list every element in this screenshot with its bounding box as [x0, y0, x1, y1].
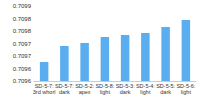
- svg-text:0.7099: 0.7099: [13, 3, 32, 9]
- svg-text:3rd whorl: 3rd whorl: [33, 89, 56, 95]
- svg-text:dark: dark: [160, 89, 171, 95]
- svg-text:SD-5-3:: SD-5-3:: [115, 83, 135, 89]
- svg-text:apex: apex: [79, 89, 91, 95]
- svg-text:SD-5-6:: SD-5-6:: [176, 83, 196, 89]
- svg-text:SD-5-7:: SD-5-7:: [34, 83, 54, 89]
- svg-text:light: light: [140, 89, 151, 95]
- svg-text:dark: dark: [120, 89, 131, 95]
- svg-text:0.7098: 0.7098: [13, 16, 32, 22]
- svg-text:dark: dark: [59, 89, 70, 95]
- svg-text:SD-5-4:: SD-5-4:: [135, 83, 155, 89]
- svg-text:SD-5-8:: SD-5-8:: [95, 83, 115, 89]
- svg-text:light: light: [100, 89, 111, 95]
- svg-text:SD-5-7:: SD-5-7:: [54, 83, 74, 89]
- svg-text:SD-5-5:: SD-5-5:: [156, 83, 176, 89]
- svg-text:light: light: [181, 89, 192, 95]
- svg-text:0.7098: 0.7098: [13, 28, 32, 34]
- svg-text:SD-5-2:: SD-5-2:: [75, 83, 95, 89]
- svg-text:0.7096: 0.7096: [13, 78, 32, 84]
- svg-text:0.7097: 0.7097: [13, 53, 32, 59]
- svg-text:0.7096: 0.7096: [13, 66, 32, 72]
- svg-text:0.7097: 0.7097: [13, 41, 32, 47]
